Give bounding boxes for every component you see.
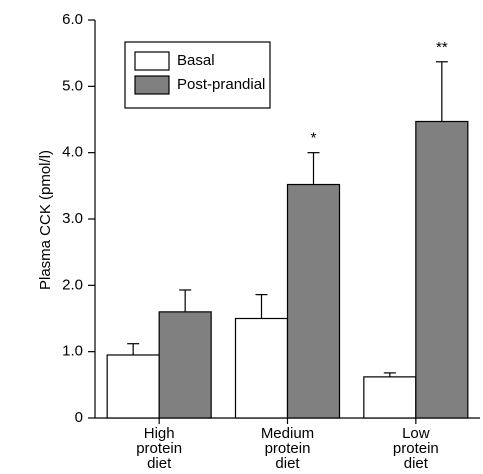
legend-swatch <box>134 51 170 71</box>
y-axis-label: Plasma CCK (pmol/l) <box>37 150 54 290</box>
y-tick-label: 0 <box>75 409 83 426</box>
y-tick-label: 5.0 <box>62 77 83 94</box>
x-tick-label: Medium protein diet <box>261 425 314 472</box>
y-tick-label: 4.0 <box>62 144 83 161</box>
x-tick-label: Low protein diet <box>393 425 439 472</box>
bar <box>158 311 212 419</box>
y-tick-label: 6.0 <box>62 11 83 28</box>
y-tick-label: 3.0 <box>62 210 83 227</box>
bar <box>363 376 417 419</box>
bar <box>106 354 160 419</box>
significance-label: * <box>311 130 317 147</box>
bar <box>234 317 289 419</box>
y-tick-label: 1.0 <box>62 343 83 360</box>
significance-label: ** <box>436 39 448 56</box>
legend-swatch <box>134 75 170 95</box>
legend-label: Basal <box>177 52 215 69</box>
bar <box>415 120 469 419</box>
legend-label: Post-prandial <box>177 76 265 93</box>
y-tick-label: 2.0 <box>62 276 83 293</box>
bar <box>286 183 341 419</box>
x-tick-label: High protein diet <box>136 425 182 472</box>
